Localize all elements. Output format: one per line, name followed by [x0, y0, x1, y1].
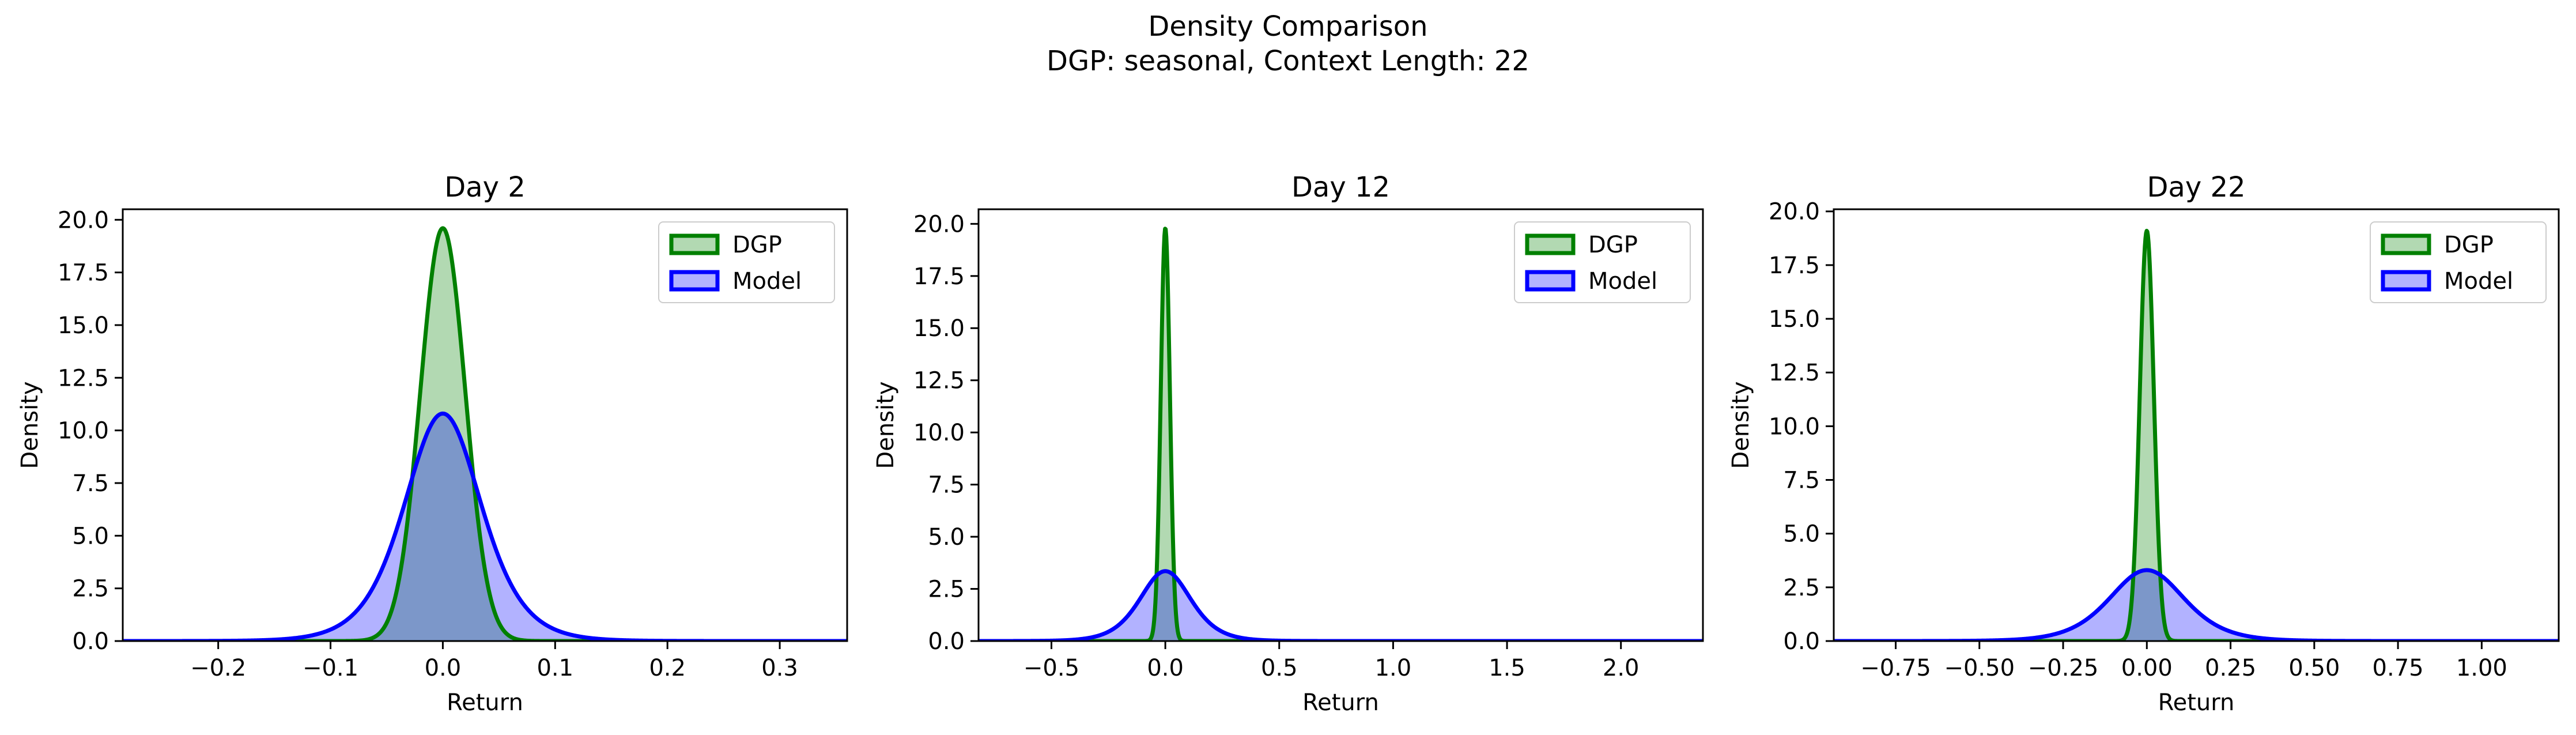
panel-title: Day 2	[444, 171, 526, 203]
y-tick-label: 10.0	[913, 420, 965, 446]
y-axis-label: Density	[1728, 381, 1754, 469]
figure-subtitle: DGP: seasonal, Context Length: 22	[1047, 45, 1529, 77]
y-tick-label: 2.5	[928, 576, 965, 603]
x-tick-label: 0.00	[2121, 655, 2173, 681]
y-tick-label: 10.0	[1769, 413, 1820, 440]
dgp-legend-swatch	[1525, 233, 1576, 255]
y-tick-label: 12.5	[58, 365, 109, 391]
y-tick-label: 20.0	[913, 211, 965, 238]
x-tick-label: 0.5	[1261, 655, 1298, 681]
density-fills	[123, 228, 847, 641]
x-tick-label: 0.1	[537, 655, 573, 681]
model-legend-label: Model	[2444, 268, 2513, 295]
y-tick-label: 15.0	[58, 312, 109, 339]
x-axis-label: Return	[447, 689, 523, 716]
legend: DGP Model	[2370, 221, 2547, 303]
model-legend-label: Model	[732, 268, 802, 295]
legend-box	[1514, 221, 1691, 303]
x-tick-label: 0.2	[649, 655, 686, 681]
model-legend-swatch	[2381, 270, 2431, 292]
legend: DGP Model	[658, 221, 835, 303]
dgp-legend-label: DGP	[732, 232, 782, 258]
y-tick-label: 2.5	[1783, 575, 1820, 601]
y-tick-label: 5.0	[1783, 521, 1820, 548]
model-legend-swatch	[669, 270, 720, 292]
y-tick-label: 17.5	[913, 263, 965, 290]
y-axis-label: Density	[17, 381, 43, 469]
x-tick-label: 0.25	[2205, 655, 2256, 681]
x-tick-label: 1.0	[1375, 655, 1412, 681]
x-axis-label: Return	[1302, 689, 1379, 716]
y-tick-label: 20.0	[1769, 199, 1820, 225]
legend: DGP Model	[1514, 221, 1691, 303]
y-axis-label: Density	[872, 381, 899, 469]
x-tick-label: −0.50	[1944, 655, 2015, 681]
x-tick-label: −0.75	[1860, 655, 1931, 681]
model-legend-swatch	[1525, 270, 1576, 292]
y-tick-label: 0.0	[72, 628, 109, 655]
x-tick-label: 0.0	[425, 655, 462, 681]
density-fills	[1834, 231, 2559, 641]
dgp-legend-label: DGP	[2444, 232, 2494, 258]
dgp-density-line	[123, 226, 847, 641]
y-tick-label: 17.5	[58, 260, 109, 287]
y-tick-label: 0.0	[1783, 628, 1820, 655]
x-tick-label: 0.3	[761, 655, 798, 681]
x-tick-label: −0.1	[303, 655, 358, 681]
legend-box	[2370, 221, 2547, 303]
y-tick-label: 12.5	[913, 368, 965, 394]
model-density-fill	[123, 413, 847, 641]
x-tick-label: 1.00	[2456, 655, 2507, 681]
model-density-fill	[979, 571, 1703, 641]
dgp-legend-swatch	[2381, 233, 2431, 255]
legend-box	[658, 221, 835, 303]
dgp-legend-swatch	[669, 233, 720, 255]
y-tick-label: 7.5	[72, 470, 109, 497]
x-axis-label: Return	[2158, 689, 2235, 716]
x-tick-label: −0.2	[190, 655, 246, 681]
y-tick-label: 5.0	[72, 523, 109, 549]
y-tick-label: 7.5	[1783, 468, 1820, 494]
x-tick-label: 1.5	[1489, 655, 1525, 681]
panel-title: Day 22	[2147, 171, 2245, 203]
y-tick-label: 12.5	[1769, 360, 1820, 386]
model-legend-label: Model	[1588, 268, 1657, 295]
y-tick-label: 15.0	[913, 315, 965, 342]
axes-frame	[1833, 208, 2560, 642]
x-tick-label: 0.50	[2288, 655, 2340, 681]
y-tick-label: 0.0	[928, 628, 965, 655]
x-tick-label: −0.25	[2028, 655, 2099, 681]
chart-panel-3: −0.75 −0.50 −0.25 0.00 0.25 0.50 0.75 1.00 0.0 2.…	[1728, 171, 2560, 716]
chart-panels: −0.2 −0.1 0.0 0.1 0.2 0.3 0.0 2.5 5.0 7.5 10.0 12.5…	[17, 171, 2560, 716]
chart-panel-2: −0.5 0.0 0.5 1.0 1.5 2.0 0.0 2.5 5.0 7.5 10.0 12.5 1…	[872, 171, 1704, 716]
x-tick-label: 2.0	[1603, 655, 1640, 681]
chart-panel-1: −0.2 −0.1 0.0 0.1 0.2 0.3 0.0 2.5 5.0 7.5 10.0 12.5…	[17, 171, 848, 716]
y-tick-label: 2.5	[72, 576, 109, 602]
y-tick-label: 17.5	[1769, 252, 1820, 279]
figure-title: Density Comparison	[1148, 10, 1427, 43]
axes-frame	[977, 208, 1704, 642]
panel-title: Day 12	[1291, 171, 1390, 203]
dgp-legend-label: DGP	[1588, 232, 1638, 258]
y-tick-label: 7.5	[928, 472, 965, 499]
y-tick-label: 15.0	[1769, 306, 1820, 333]
model-density-fill	[1834, 570, 2559, 641]
y-tick-label: 5.0	[928, 524, 965, 551]
x-tick-label: 0.0	[1147, 655, 1184, 681]
y-tick-label: 20.0	[58, 207, 109, 233]
x-tick-label: −0.5	[1023, 655, 1079, 681]
y-tick-label: 10.0	[58, 418, 109, 444]
axes-frame	[122, 208, 848, 642]
x-tick-label: 0.75	[2373, 655, 2424, 681]
